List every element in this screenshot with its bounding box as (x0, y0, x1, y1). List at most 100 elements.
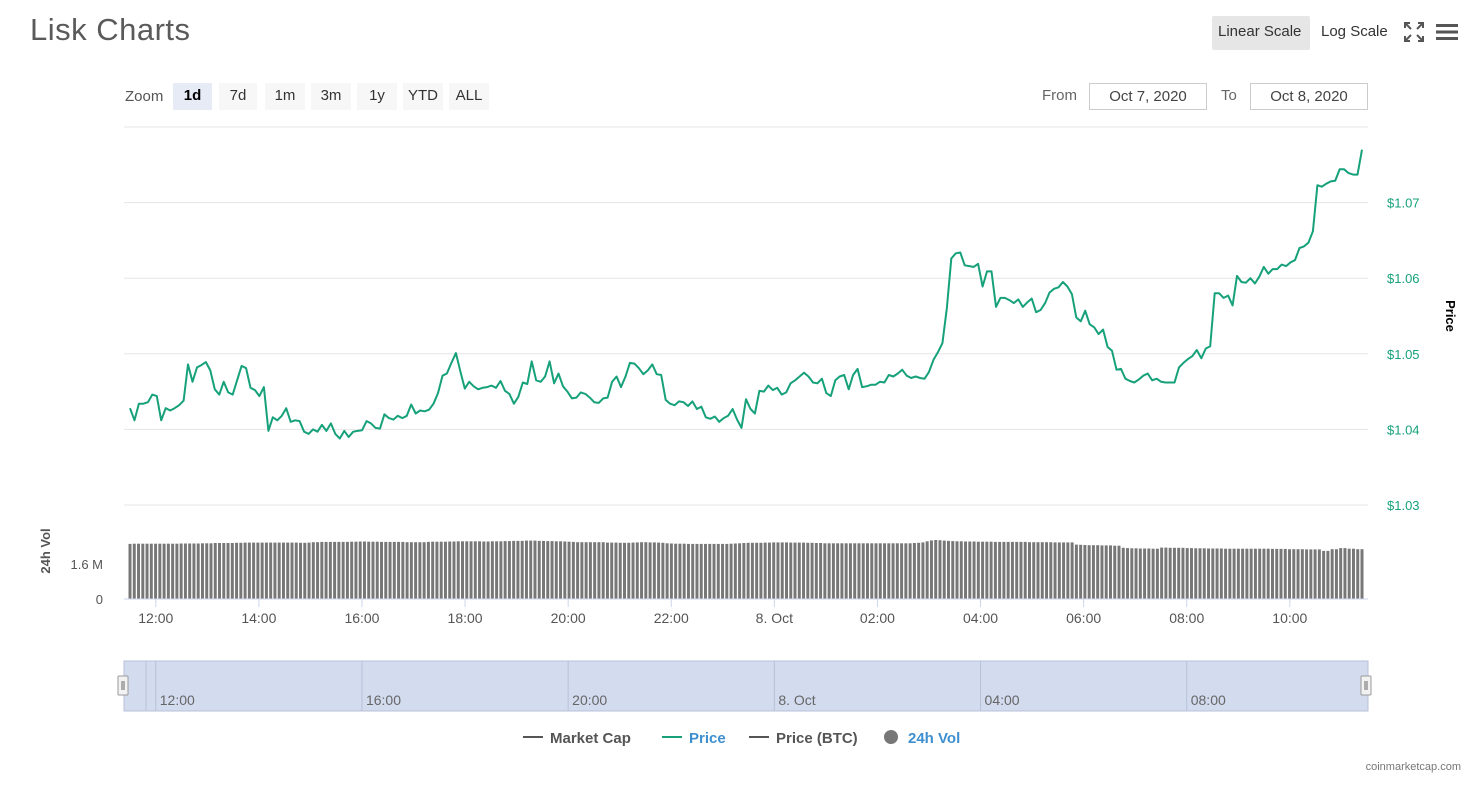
log-scale-button[interactable]: Log Scale (1321, 23, 1388, 40)
volume-bar (495, 541, 499, 599)
volume-bar (1130, 548, 1134, 599)
zoom-all-button[interactable]: ALL (449, 83, 489, 110)
volume-bar (1300, 549, 1304, 599)
navigator-left-handle[interactable] (117, 675, 129, 696)
volume-bar (866, 543, 869, 599)
volume-bar (721, 543, 725, 599)
volume-bar (1347, 548, 1351, 599)
volume-bar (870, 543, 874, 599)
volume-bar (158, 543, 162, 599)
volume-bar (623, 542, 626, 599)
credit-link[interactable]: coinmarketcap.com (1365, 761, 1461, 773)
x-tick-label: 12:00 (138, 610, 173, 626)
legend-item-24h-vol[interactable]: 24h Vol (884, 730, 960, 747)
volume-bar (810, 542, 814, 599)
volume-bar (290, 542, 294, 599)
volume-bar (137, 543, 141, 599)
volume-bar (1343, 548, 1347, 599)
volume-bar (303, 542, 307, 599)
volume-bar (1275, 548, 1279, 599)
zoom-1d-button[interactable]: 1d (173, 83, 212, 110)
volume-bar (316, 542, 320, 599)
volume-bar (699, 543, 703, 599)
navigator-right-handle[interactable] (1360, 675, 1372, 696)
volume-bar (576, 542, 580, 599)
volume-bar (354, 541, 358, 599)
volume-bar (704, 543, 707, 599)
volume-bar (328, 541, 332, 599)
volume-bar (1185, 548, 1189, 599)
volume-bar (635, 542, 639, 599)
volume-bar (337, 541, 341, 599)
x-tick-label: 08:00 (1169, 610, 1204, 626)
legend-item-market-cap[interactable]: Market Cap (523, 730, 631, 747)
volume-bar (938, 540, 942, 599)
volume-bar (209, 543, 213, 599)
volume-bar (324, 541, 328, 599)
volume-bar (763, 542, 767, 599)
zoom-1m-button[interactable]: 1m (265, 83, 305, 110)
volume-bar (1219, 548, 1223, 599)
zoom-7d-button[interactable]: 7d (219, 83, 257, 110)
zoom-3m-button[interactable]: 3m (311, 83, 351, 110)
zoom-ytd-button[interactable]: YTD (403, 83, 443, 110)
volume-bar (644, 542, 648, 599)
volume-bar (610, 542, 614, 599)
zoom-1y-button[interactable]: 1y (357, 83, 397, 110)
volume-bar (405, 542, 409, 599)
volume-bar (230, 543, 234, 599)
volume-bar (1036, 542, 1040, 599)
volume-bar (767, 542, 771, 599)
volume-bar (1100, 545, 1104, 599)
x-tick-label: 16:00 (344, 610, 379, 626)
volume-bar (1113, 545, 1117, 599)
volume-bar (439, 541, 443, 599)
linear-scale-button[interactable]: Linear Scale (1212, 16, 1310, 50)
volume-bar (1015, 541, 1019, 599)
volume-bar (853, 543, 857, 599)
legend-item-price-btc[interactable]: Price (BTC) (749, 730, 858, 747)
volume-bar (281, 542, 285, 599)
volume-bar (780, 542, 784, 599)
volume-bar (512, 540, 516, 599)
to-date-input[interactable] (1250, 83, 1368, 110)
volume-bar (392, 541, 396, 599)
volume-bar (947, 540, 950, 599)
volume-bar (166, 543, 170, 599)
price-tick-label: $1.05 (1387, 347, 1420, 362)
from-date-input[interactable] (1089, 83, 1207, 110)
volume-bar (942, 540, 946, 599)
x-tick-label: 04:00 (963, 610, 998, 626)
volume-bar (226, 543, 230, 599)
legend-item-price[interactable]: Price (662, 730, 726, 747)
volume-bar (785, 542, 788, 599)
price-tick-label: $1.03 (1387, 498, 1420, 513)
volume-bar (993, 541, 997, 599)
volume-bar (482, 541, 486, 599)
fullscreen-icon[interactable] (1400, 18, 1428, 46)
volume-bar (648, 542, 652, 599)
volume-bar (695, 543, 699, 599)
navigator-tick-label: 08:00 (1191, 692, 1226, 708)
volume-bar (776, 542, 780, 599)
volume-bar (627, 542, 631, 599)
volume-bar (1168, 547, 1172, 599)
volume-bar (985, 541, 989, 599)
volume-bar (755, 542, 759, 599)
volume-bar (307, 542, 311, 599)
volume-bar (542, 540, 545, 599)
volume-bar (742, 543, 746, 599)
volume-bar (1028, 542, 1031, 599)
volume-bar (422, 542, 426, 599)
volume-bar (345, 541, 349, 599)
navigator-selection[interactable] (123, 660, 1369, 712)
x-tick-label: 8. Oct (756, 610, 793, 626)
volume-bar (171, 543, 175, 599)
volume-bar (486, 541, 490, 599)
volume-bar (507, 541, 511, 599)
hamburger-menu-icon[interactable] (1433, 18, 1461, 46)
volume-bar (499, 541, 503, 599)
volume-bar (1351, 548, 1355, 599)
volume-bar (789, 542, 793, 599)
